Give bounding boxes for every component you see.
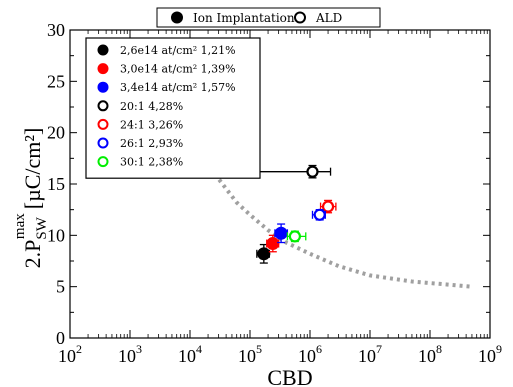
trend-line-layer	[203, 154, 473, 289]
legend-entry-label: 24:1 3,26%	[120, 118, 183, 131]
y-axis-label-sub: SW	[34, 216, 50, 239]
legend-entry-label: 2,6e14 at/cm² 1,21%	[120, 44, 236, 57]
y-tick-label: 10	[47, 225, 65, 245]
data-point-group	[286, 230, 307, 243]
x-tick-label: 108	[418, 342, 442, 366]
data-point	[288, 230, 301, 243]
x-tick-label: 107	[358, 342, 382, 366]
y-axis-label: 2.PSW max [µC/cm²]	[12, 128, 50, 269]
x-tick-label: 106	[298, 342, 322, 366]
data-point	[313, 208, 326, 221]
top-legend-marker	[294, 11, 306, 24]
axes-layer: 0 5 10 15 20 25 30 102 103 104 105 106 107 108 109	[47, 20, 502, 366]
top-legend-marker	[171, 11, 183, 24]
legend-entry-label: 3,4e14 at/cm² 1,57%	[120, 81, 236, 94]
legend-marker	[97, 100, 109, 112]
data-point-group	[319, 199, 337, 214]
data-point-group	[274, 223, 289, 244]
legend-marker	[97, 63, 109, 75]
x-tick-label: 103	[118, 342, 142, 366]
marker-type-legend: Ion Implantation ALD	[156, 7, 381, 28]
x-tick-label: 109	[478, 342, 502, 366]
series-legend: 2,6e14 at/cm² 1,21% 3,0e14 at/cm² 1,39% 3,…	[85, 37, 261, 179]
x-tick-label: 104	[178, 342, 202, 366]
x-tick-label: 102	[58, 342, 82, 366]
legend-box	[85, 37, 261, 179]
top-legend-label: Ion Implantation	[193, 11, 295, 25]
legend-marker	[97, 118, 109, 130]
data-point	[306, 165, 319, 178]
y-tick-label: 30	[47, 20, 65, 40]
y-tick-label: 20	[47, 123, 65, 143]
data-point	[257, 247, 271, 261]
legend-marker	[97, 156, 109, 168]
svg-text:2.PSWmax[µC/cm²]: 2.PSW max [µC/cm²]	[12, 128, 50, 269]
top-legend-box	[156, 7, 381, 28]
data-point	[266, 237, 280, 251]
y-axis-label-sup: max	[12, 213, 28, 239]
data-point-group	[256, 243, 271, 264]
y-axis-label-main: 2.P	[20, 240, 45, 269]
data-points-layer	[256, 164, 337, 264]
y-tick-label: 5	[56, 277, 65, 297]
top-legend-label: ALD	[315, 11, 342, 25]
legend-entry-label: 20:1 4,28%	[120, 100, 183, 113]
x-tick-label: 105	[238, 342, 262, 366]
y-tick-label: 25	[47, 71, 65, 91]
y-tick-label: 0	[56, 328, 65, 348]
trend-line	[203, 154, 473, 289]
y-tick-label: 15	[47, 174, 65, 194]
x-axis-label: CBD	[267, 365, 312, 387]
legend-entry-label: 26:1 2,93%	[120, 137, 183, 150]
data-point-group	[258, 164, 332, 179]
legend-marker	[97, 137, 109, 149]
legend-entry-label: 30:1 2,38%	[120, 156, 183, 169]
data-point	[321, 200, 335, 213]
legend-marker	[97, 44, 109, 56]
data-point	[274, 226, 288, 240]
y-axis-label-unit: [µC/cm²]	[20, 128, 45, 210]
legend-entry-label: 3,0e14 at/cm² 1,39%	[120, 63, 236, 76]
data-point-group	[266, 234, 280, 253]
data-point-group	[311, 208, 326, 221]
legend-marker	[97, 81, 109, 93]
